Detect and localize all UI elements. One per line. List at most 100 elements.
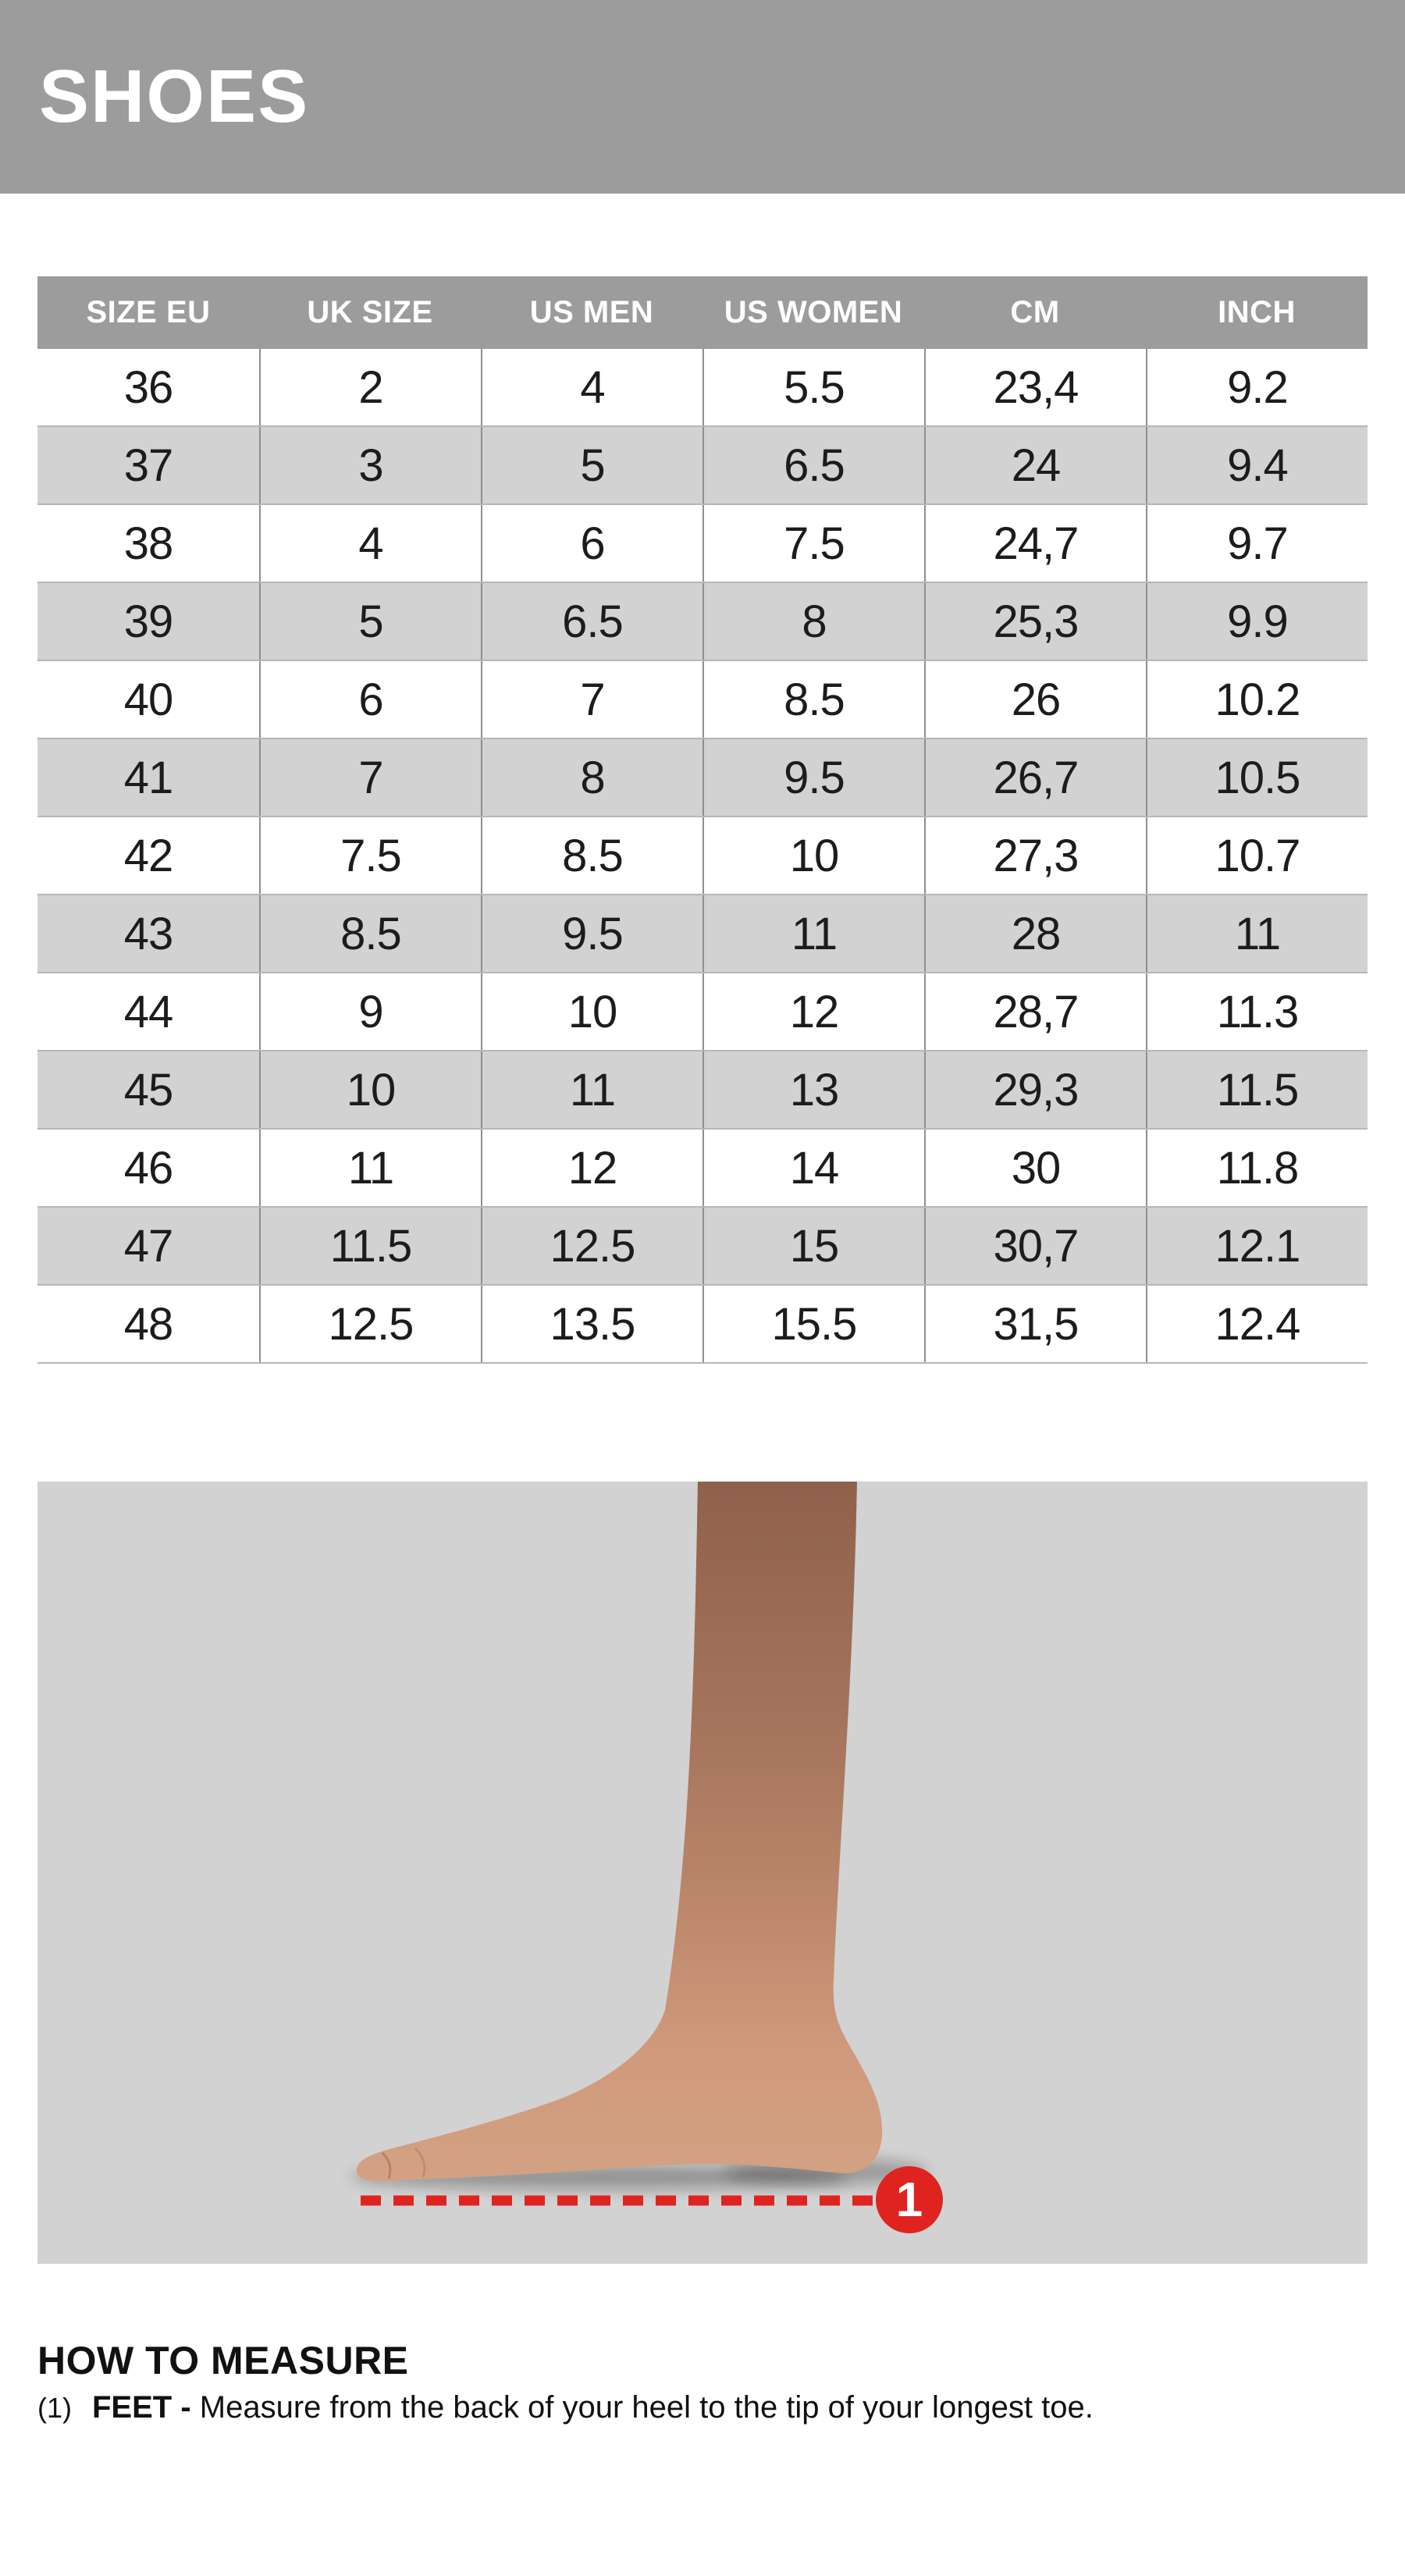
table-cell: 12 [702, 973, 924, 1050]
table-cell: 11.3 [1146, 973, 1368, 1050]
table-cell: 5 [481, 427, 702, 503]
table-cell: 2 [259, 349, 481, 425]
table-cell: 10.2 [1146, 661, 1368, 738]
table-cell: 11 [702, 895, 924, 972]
table-cell: 12.1 [1146, 1208, 1368, 1284]
table-cell: 12 [481, 1130, 702, 1206]
table-row: 38 4 6 7.5 24,7 9.7 [37, 505, 1368, 583]
column-header: CM [1010, 295, 1060, 329]
table-cell: 11.5 [1146, 1051, 1368, 1128]
measure-instruction: (1) FEET - Measure from the back of your … [37, 2390, 1094, 2425]
table-cell: 6.5 [481, 583, 702, 660]
table-cell: 11 [1146, 895, 1368, 972]
table-cell: 10.5 [1146, 739, 1368, 816]
table-cell: 7.5 [702, 505, 924, 582]
column-header: UK SIZE [307, 295, 433, 329]
table-cell: 6 [481, 505, 702, 582]
table-cell: 46 [123, 1142, 174, 1194]
size-table-header: SIZE EU UK SIZE US MEN US WOMEN CM INCH [37, 276, 1368, 349]
table-cell: 10 [702, 817, 924, 894]
table-cell: 8.5 [481, 817, 702, 894]
table-row: 43 8.5 9.5 11 28 11 [37, 895, 1368, 973]
marker-number: 1 [896, 2173, 923, 2227]
table-cell: 9 [259, 973, 481, 1050]
table-cell: 27,3 [924, 817, 1146, 894]
table-cell: 8.5 [702, 661, 924, 738]
table-cell: 7.5 [259, 817, 481, 894]
table-cell: 29,3 [924, 1051, 1146, 1128]
table-row: 47 11.5 12.5 15 30,7 12.1 [37, 1208, 1368, 1286]
table-cell: 4 [259, 505, 481, 582]
step-label: FEET - [92, 2390, 191, 2425]
table-cell: 12.4 [1146, 1286, 1368, 1362]
table-cell: 8 [481, 739, 702, 816]
table-cell: 5.5 [702, 349, 924, 425]
table-cell: 28 [924, 895, 1146, 972]
table-cell: 38 [123, 518, 174, 569]
table-cell: 4 [481, 349, 702, 425]
table-cell: 11.5 [259, 1208, 481, 1284]
foot-illustration: 1 [350, 1482, 943, 2233]
table-cell: 14 [702, 1130, 924, 1206]
table-cell: 44 [123, 986, 174, 1037]
table-row: 42 7.5 8.5 10 27,3 10.7 [37, 817, 1368, 895]
table-cell: 37 [123, 439, 174, 491]
table-cell: 9.9 [1146, 583, 1368, 660]
table-cell: 10 [259, 1051, 481, 1128]
page-title: SHOES [39, 55, 310, 138]
table-row: 48 12.5 13.5 15.5 31,5 12.4 [37, 1286, 1368, 1364]
size-table-body: 36 2 4 5.5 23,4 9.2 37 3 5 6.5 24 9.4 38 4 6 7.5 24,7 9.7… [37, 349, 1368, 1364]
table-cell: 41 [123, 752, 174, 803]
table-cell: 15 [702, 1208, 924, 1284]
table-cell: 11 [481, 1051, 702, 1128]
table-cell: 6.5 [702, 427, 924, 503]
table-cell: 36 [123, 361, 174, 413]
table-cell: 8 [702, 583, 924, 660]
table-cell: 43 [123, 908, 174, 959]
column-header: SIZE EU [86, 295, 211, 329]
table-cell: 11.8 [1146, 1130, 1368, 1206]
table-cell: 30,7 [924, 1208, 1146, 1284]
table-cell: 9.5 [702, 739, 924, 816]
table-cell: 13 [702, 1051, 924, 1128]
table-row: 41 7 8 9.5 26,7 10.5 [37, 739, 1368, 817]
column-header: US MEN [529, 295, 654, 329]
table-cell: 26,7 [924, 739, 1146, 816]
table-cell: 15.5 [702, 1286, 924, 1362]
table-cell: 30 [924, 1130, 1146, 1206]
table-cell: 9.2 [1146, 349, 1368, 425]
table-cell: 31,5 [924, 1286, 1146, 1362]
table-row: 46 11 12 14 30 11.8 [37, 1130, 1368, 1208]
step-text: Measure from the back of your heel to th… [199, 2390, 1094, 2425]
how-to-measure-heading: HOW TO MEASURE [37, 2339, 409, 2382]
table-cell: 9.4 [1146, 427, 1368, 503]
table-cell: 7 [481, 661, 702, 738]
table-cell: 40 [123, 674, 174, 725]
table-cell: 12.5 [481, 1208, 702, 1284]
table-cell: 26 [924, 661, 1146, 738]
toe-crease [381, 2151, 392, 2179]
title-banner: SHOES [0, 0, 1405, 194]
table-row: 44 9 10 12 28,7 11.3 [37, 973, 1368, 1051]
table-row: 36 2 4 5.5 23,4 9.2 [37, 349, 1368, 427]
table-cell: 13.5 [481, 1286, 702, 1362]
table-cell: 3 [259, 427, 481, 503]
step-number: (1) [37, 2392, 72, 2424]
table-cell: 48 [123, 1298, 174, 1350]
table-cell: 9.7 [1146, 505, 1368, 582]
column-header: US WOMEN [724, 295, 903, 329]
table-cell: 8.5 [259, 895, 481, 972]
table-cell: 42 [123, 830, 174, 881]
table-row: 39 5 6.5 8 25,3 9.9 [37, 583, 1368, 661]
table-row: 37 3 5 6.5 24 9.4 [37, 427, 1368, 505]
measure-marker [876, 2166, 943, 2233]
table-cell: 24 [924, 427, 1146, 503]
leg-foot-shape [356, 1482, 883, 2182]
table-cell: 25,3 [924, 583, 1146, 660]
table-cell: 47 [123, 1220, 174, 1272]
table-cell: 9.5 [481, 895, 702, 972]
table-cell: 12.5 [259, 1286, 481, 1362]
table-cell: 10 [481, 973, 702, 1050]
table-cell: 24,7 [924, 505, 1146, 582]
table-cell: 5 [259, 583, 481, 660]
